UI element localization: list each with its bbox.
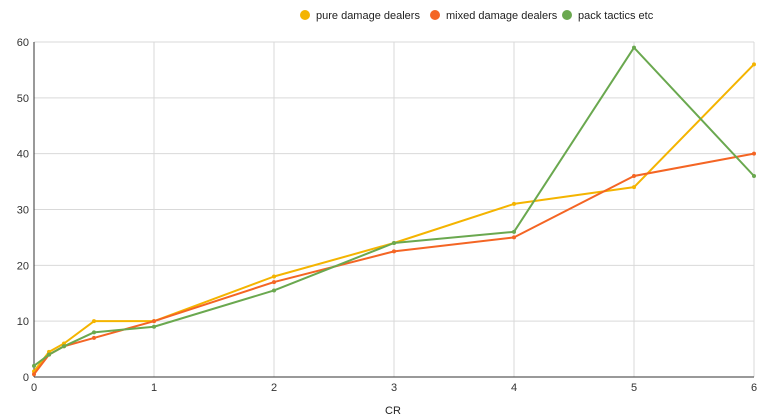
data-point xyxy=(752,151,756,156)
legend-label: pack tactics etc xyxy=(578,10,654,22)
data-point xyxy=(392,241,396,245)
data-point xyxy=(632,174,636,178)
data-point xyxy=(752,62,756,67)
data-point xyxy=(272,288,276,293)
data-point xyxy=(32,372,36,377)
y-tick-label: 20 xyxy=(17,260,29,272)
legend-marker xyxy=(562,10,572,20)
data-point xyxy=(62,344,66,349)
data-point xyxy=(272,274,276,279)
data-point xyxy=(632,45,636,50)
data-point xyxy=(512,229,516,234)
data-point xyxy=(512,201,516,206)
data-point xyxy=(92,319,96,324)
data-point xyxy=(47,349,51,354)
data-point xyxy=(512,235,516,240)
x-tick-label: 3 xyxy=(391,382,397,394)
data-point xyxy=(92,335,96,340)
series-lines xyxy=(32,45,756,377)
legend-label: pure damage dealers xyxy=(316,10,420,22)
legend-label: mixed damage dealers xyxy=(446,10,558,22)
data-point xyxy=(152,319,156,324)
y-tick-label: 50 xyxy=(17,93,29,105)
data-point xyxy=(92,330,96,335)
x-axis-title: CR xyxy=(385,405,401,417)
x-tick-label: 6 xyxy=(751,382,757,394)
x-tick-label: 1 xyxy=(151,382,157,394)
gridlines xyxy=(34,41,755,377)
y-tick-label: 0 xyxy=(23,372,29,384)
x-tick-label: 4 xyxy=(511,382,517,394)
legend-marker xyxy=(300,10,310,20)
data-point xyxy=(392,249,396,254)
legend-marker xyxy=(430,10,440,20)
series-line-3 xyxy=(33,46,755,367)
data-point xyxy=(62,341,66,346)
axes: 0 10 20 30 40 50 60 0 1 2 3 4 5 6 xyxy=(17,37,757,394)
data-point xyxy=(152,324,156,329)
data-point xyxy=(32,363,36,368)
series-line-1 xyxy=(33,63,755,373)
x-tick-label: 5 xyxy=(631,382,637,394)
y-tick-label: 10 xyxy=(17,316,29,328)
y-tick-label: 60 xyxy=(17,37,29,49)
y-tick-label: 40 xyxy=(17,149,29,161)
x-tick-label: 2 xyxy=(271,382,277,394)
y-tick-label: 30 xyxy=(17,205,29,217)
data-point xyxy=(272,280,276,285)
legend: pure damage dealers mixed damage dealers p… xyxy=(300,10,654,22)
x-tick-label: 0 xyxy=(31,382,37,394)
data-point xyxy=(47,352,51,357)
data-point xyxy=(752,174,756,178)
data-point xyxy=(632,185,636,190)
